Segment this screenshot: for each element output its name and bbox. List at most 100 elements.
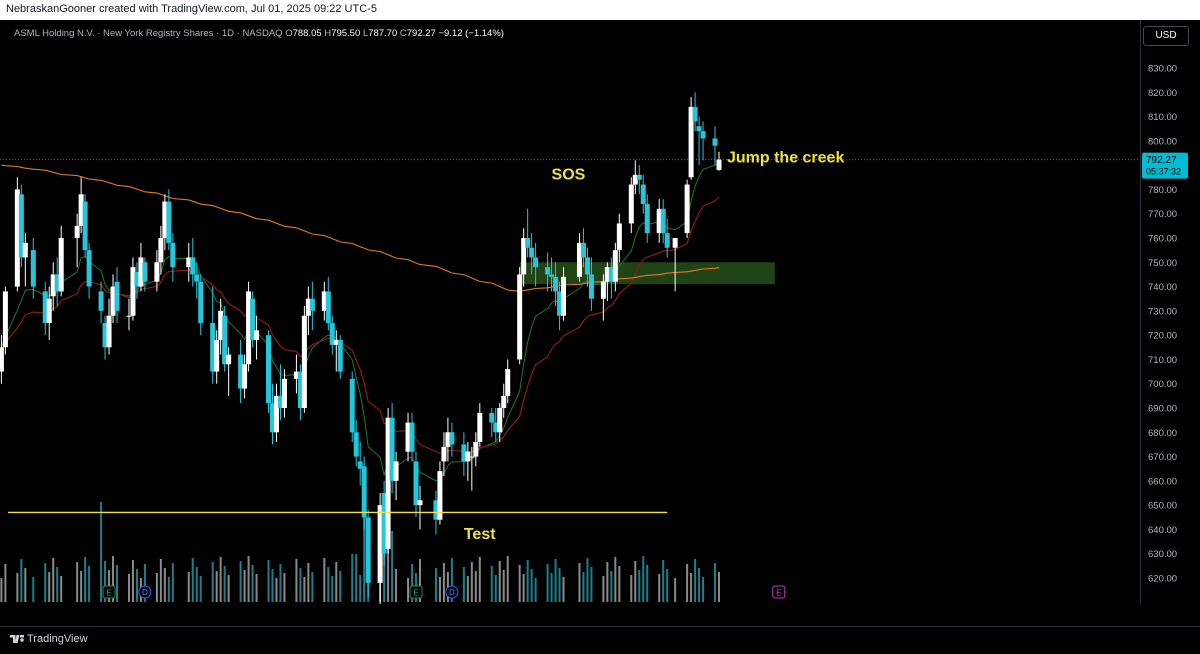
candle-body (210, 323, 216, 372)
candle-body (385, 417, 391, 549)
candle-body (521, 238, 527, 275)
price-axis-label: 620.00 (1148, 574, 1177, 585)
candle-body (636, 174, 642, 180)
ma-long-line (1, 164, 720, 292)
volume-bar (466, 576, 469, 602)
volume-bar (267, 560, 270, 602)
candle-body (640, 184, 646, 204)
candle-body (273, 395, 279, 433)
candle-body (321, 291, 327, 311)
candle-body (254, 330, 260, 340)
candle-body (170, 242, 176, 268)
volume-bar (438, 577, 441, 602)
price-axis-label: 690.00 (1148, 404, 1177, 415)
volume-bar (299, 568, 302, 602)
candle-body (461, 444, 467, 462)
candle-body (417, 500, 423, 506)
volume-bar (363, 506, 366, 602)
price-axis-label: 820.00 (1148, 88, 1177, 99)
candle-body (533, 257, 539, 268)
candle-body (134, 272, 140, 287)
candle-body (158, 238, 164, 263)
volume-bar (323, 558, 326, 602)
volume-bar (80, 571, 83, 602)
volume-bar (243, 570, 246, 602)
candle-body (281, 378, 287, 408)
candle-body (557, 291, 563, 316)
price-axis-label: 660.00 (1148, 476, 1177, 487)
volume-bar (171, 563, 174, 602)
volume-bar (127, 574, 130, 602)
candle-body (529, 247, 535, 258)
open-label: O (285, 28, 293, 39)
price-axis-label: 760.00 (1148, 234, 1177, 245)
volume-bar (702, 577, 705, 602)
volume-bar (271, 569, 274, 602)
volume-bar (155, 573, 158, 602)
price-axis-label: 750.00 (1148, 258, 1177, 269)
currency-button[interactable]: USD (1143, 26, 1189, 46)
volume-bar (470, 562, 473, 602)
volume-bar (442, 563, 445, 602)
bar-countdown: 05:37:32 (1146, 167, 1181, 177)
volume-bar (104, 561, 107, 602)
open-value: 788.05 (292, 28, 322, 39)
volume-bar (211, 562, 214, 602)
symbol-legend[interactable]: ASML Holding N.V. · New York Registry Sh… (14, 28, 504, 39)
volume-bar (247, 556, 250, 602)
candle-body (162, 201, 168, 238)
volume-bar (666, 569, 669, 602)
candle-body (86, 250, 92, 287)
candle-body (114, 281, 120, 311)
volume-bar (478, 557, 481, 602)
volume-bar (0, 578, 3, 602)
candle-body (477, 412, 483, 442)
earnings-marker (772, 585, 786, 599)
volume-bar (630, 575, 633, 602)
candle-body (497, 408, 503, 433)
candle-body (700, 131, 706, 139)
volume-bar (562, 577, 565, 602)
earnings-marker (409, 585, 423, 599)
last-price-tag (1142, 152, 1188, 179)
candle-body (616, 223, 622, 251)
candle-body (190, 257, 196, 275)
volume-bar (76, 562, 79, 602)
candle-body (493, 422, 499, 433)
volume-bar (251, 565, 254, 602)
price-axis-label: 740.00 (1148, 282, 1177, 293)
volume-bar (187, 572, 190, 602)
dividend-marker (138, 585, 152, 599)
volume-bar (530, 569, 533, 602)
volume-bar (434, 568, 437, 602)
candle-body (297, 371, 303, 408)
price-axis[interactable]: 620.00 630.00 640.00 650.00 660.00 670.00 680.… (1140, 20, 1200, 604)
last-price-value: 792.27 (1146, 155, 1177, 166)
candle-body (337, 340, 343, 372)
volume-bar (614, 557, 617, 602)
candle-body (0, 347, 4, 372)
volume-bar (275, 578, 278, 602)
volume-bar (698, 568, 701, 602)
symbol-name: ASML Holding N.V. · New York Registry Sh… (14, 28, 283, 39)
tradingview-logo-icon[interactable] (10, 633, 24, 645)
candle-body (102, 323, 108, 348)
volume-bar (658, 574, 661, 602)
candle-body (489, 412, 495, 423)
candle-body (194, 274, 200, 282)
candle-body (18, 194, 24, 258)
tradingview-brand[interactable]: TradingView (27, 633, 88, 645)
volume-bar (355, 554, 358, 602)
candle-body (561, 276, 567, 316)
candle-body (437, 471, 443, 520)
candle-body (672, 238, 678, 248)
annotation-label: SOS (552, 167, 586, 184)
close-label: C (399, 28, 407, 39)
candle-body (325, 291, 331, 323)
candle-body (357, 461, 363, 469)
candle-body (612, 250, 618, 282)
volume-bar (52, 558, 55, 602)
candle-body (305, 298, 311, 316)
